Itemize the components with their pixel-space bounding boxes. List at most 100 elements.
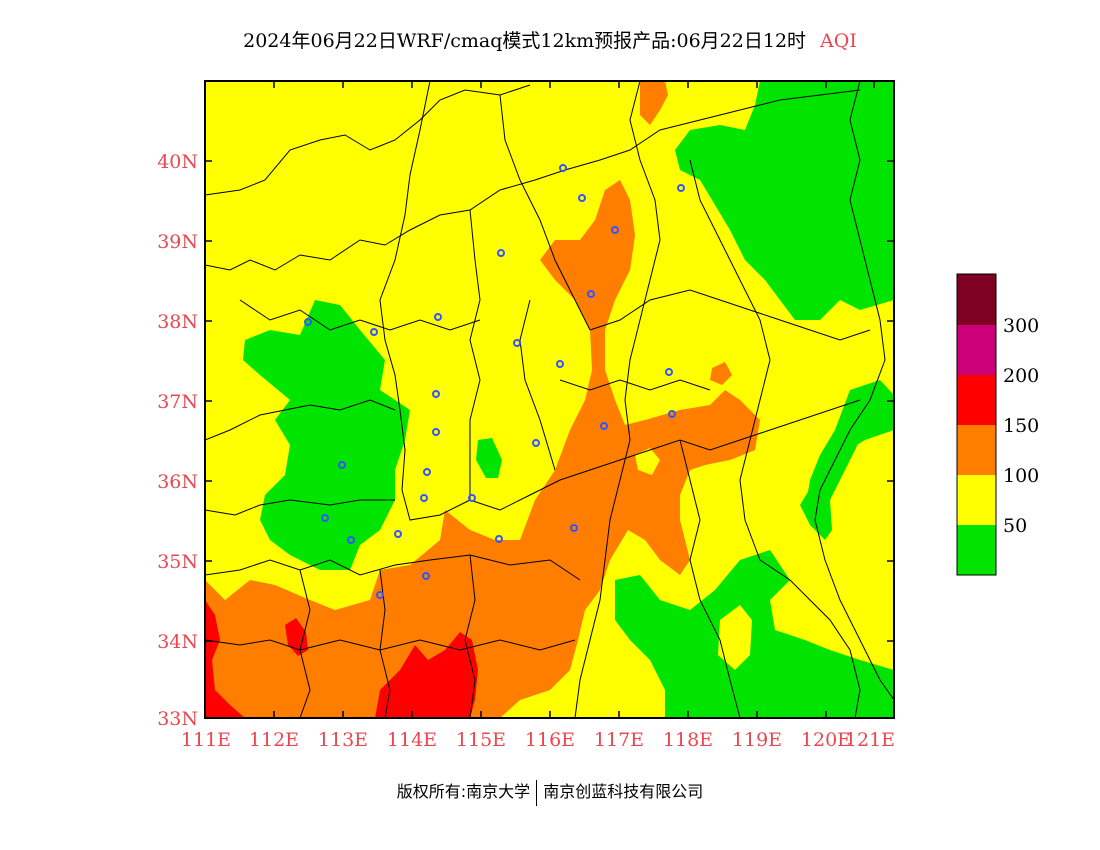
lat-label: 35N — [157, 551, 198, 573]
city-marker — [432, 390, 440, 398]
lat-label: 36N — [157, 471, 198, 493]
colorbar-label: 150 — [1003, 415, 1039, 437]
city-marker — [587, 290, 595, 298]
footer-separator — [536, 779, 538, 806]
city-marker — [423, 468, 431, 476]
city-marker — [532, 439, 540, 447]
lon-labels: 111E 112E 113E 114E 115E 116E 117E 118E … — [181, 729, 895, 751]
boundary-line — [559, 379, 711, 391]
city-marker — [578, 194, 586, 202]
city-marker — [370, 328, 378, 336]
lat-label: 37N — [157, 391, 198, 413]
boundary-line — [469, 399, 861, 511]
city-marker — [304, 318, 312, 326]
lon-label: 120E — [801, 729, 851, 751]
axis-ticks — [205, 81, 894, 718]
colorbar-label: 300 — [1003, 315, 1039, 337]
city-markers — [304, 164, 685, 599]
city-marker — [559, 164, 567, 172]
boundary-line — [574, 81, 661, 718]
boundary-line — [205, 84, 531, 196]
city-marker — [347, 536, 355, 544]
boundary-line — [205, 89, 861, 271]
city-marker — [513, 339, 521, 347]
boundary-line — [679, 439, 741, 718]
aqi-colorbar: 50 100 150 200 300 — [956, 273, 1039, 576]
colorbar-labels: 50 100 150 200 300 — [1003, 315, 1039, 537]
lat-label: 39N — [157, 231, 198, 253]
title-variable: AQI — [820, 30, 857, 52]
aqi-region-moderate-island — [718, 605, 752, 670]
city-marker — [497, 249, 505, 257]
lon-label: 117E — [594, 729, 644, 751]
colorbar-swatch-usg — [957, 425, 996, 475]
lon-label: 114E — [387, 729, 437, 751]
boundary-line — [499, 94, 591, 331]
aqi-region-moderate-inlet — [635, 448, 660, 475]
city-marker — [668, 410, 676, 418]
lat-label: 40N — [157, 151, 198, 173]
lon-label: 121E — [845, 729, 895, 751]
boundary-line — [519, 299, 556, 471]
boundary-line — [205, 399, 396, 441]
lon-label: 112E — [249, 729, 299, 751]
lon-label: 111E — [181, 729, 231, 751]
colorbar-swatch-hazardous — [957, 274, 996, 325]
colorbar-label: 50 — [1003, 515, 1027, 537]
boundary-line — [814, 81, 894, 701]
colorbar-swatch-good — [957, 525, 996, 575]
colorbar-label: 100 — [1003, 465, 1039, 487]
city-marker — [495, 535, 503, 543]
city-marker — [611, 226, 619, 234]
aqi-region-unhealthy-sensitive-east — [710, 362, 732, 385]
city-marker — [665, 368, 673, 376]
aqi-region-good-coast — [805, 380, 894, 520]
lon-label: 113E — [318, 729, 368, 751]
city-marker — [677, 184, 685, 192]
lon-label: 115E — [456, 729, 506, 751]
admin-boundaries — [205, 81, 894, 718]
aqi-region-good-west — [243, 300, 410, 570]
city-marker — [600, 422, 608, 430]
boundary-line — [589, 289, 871, 341]
boundary-line — [205, 554, 581, 581]
boundary-line — [299, 569, 311, 718]
colorbar-label: 200 — [1003, 365, 1039, 387]
city-marker — [420, 494, 428, 502]
boundary-line — [759, 559, 861, 718]
colorbar-frame — [956, 273, 997, 576]
copyright-left: 版权所有:南京大学 — [396, 782, 531, 801]
map-title: 2024年06月22日WRF/cmaq模式12km预报产品:06月22日12时 A… — [0, 26, 1100, 53]
aqi-region-unhealthy-sensitive-north — [640, 81, 668, 125]
city-marker — [432, 428, 440, 436]
city-marker — [468, 494, 476, 502]
lon-label: 116E — [525, 729, 575, 751]
aqi-region-good-north — [675, 81, 894, 320]
boundary-line — [689, 159, 771, 561]
city-marker — [376, 591, 384, 599]
aqi-region-unhealthy-south — [375, 632, 478, 718]
city-marker — [394, 530, 402, 538]
aqi-region-good-southeast — [615, 550, 894, 718]
copyright-right: 南京创蓝科技有限公司 — [543, 782, 704, 801]
boundary-line — [464, 554, 476, 718]
aqi-field — [205, 81, 894, 718]
boundary-line — [205, 499, 395, 516]
colorbar-swatch-very-unhealthy — [957, 325, 996, 375]
copyright-footer: 版权所有:南京大学 南京创蓝科技有限公司 — [0, 778, 1100, 806]
city-marker — [338, 461, 346, 469]
aqi-region-good-small — [476, 438, 502, 478]
lat-labels: 40N 39N 38N 37N 36N 35N 34N 33N — [157, 151, 198, 730]
city-marker — [321, 514, 329, 522]
city-marker — [434, 313, 442, 321]
title-main: 2024年06月22日WRF/cmaq模式12km预报产品:06月22日12时 — [243, 30, 807, 52]
boundary-line — [379, 81, 471, 521]
lon-label: 118E — [663, 729, 713, 751]
colorbar-swatch-unhealthy — [957, 375, 996, 425]
city-marker — [570, 524, 578, 532]
boundary-line — [469, 209, 481, 500]
city-marker — [556, 360, 564, 368]
boundary-line — [239, 299, 481, 331]
aqi-region-unhealthy-southwest — [205, 600, 245, 718]
